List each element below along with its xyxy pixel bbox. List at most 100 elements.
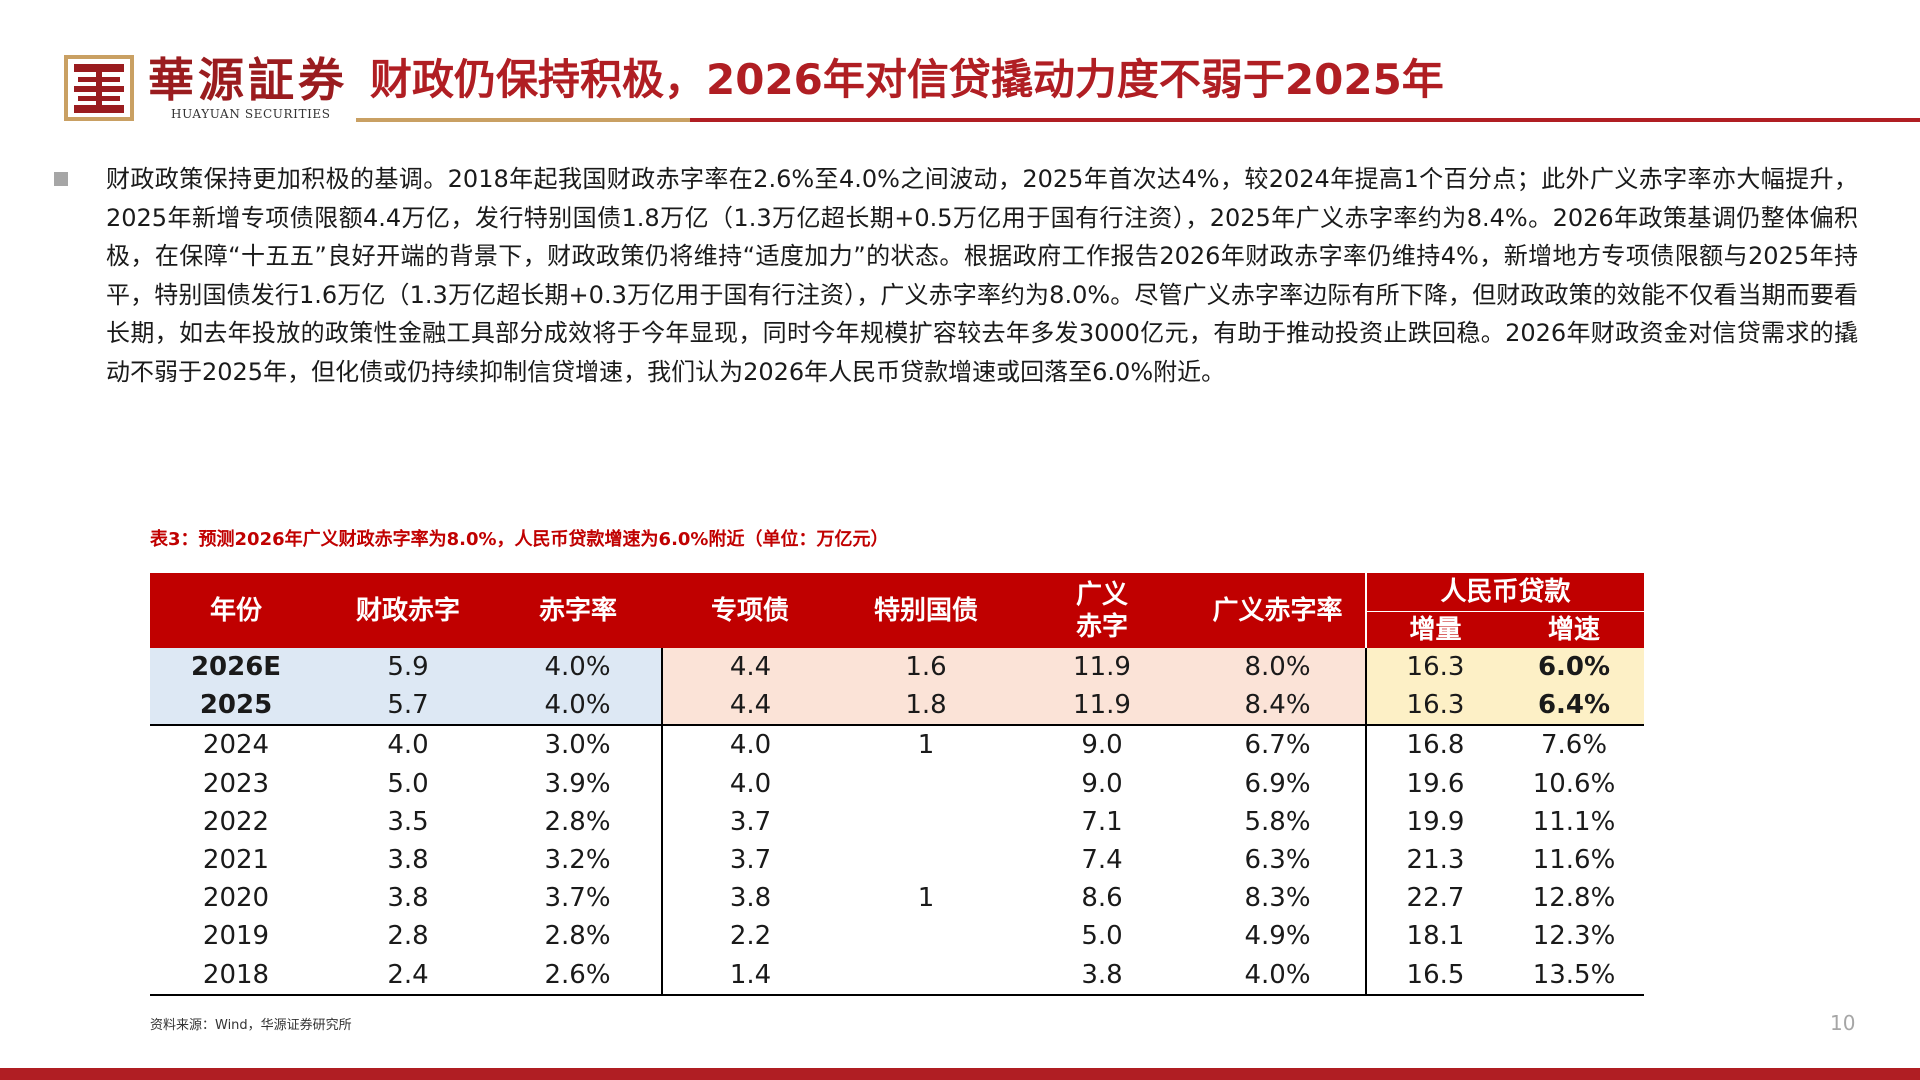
cell-special-bond: 3.7: [661, 840, 838, 880]
cell-loans-increment: 18.1: [1365, 917, 1504, 956]
cell-broad-deficit: 3.8: [1014, 955, 1190, 996]
table-row: 2022 3.5 2.8% 3.7 7.1 5.8% 19.9 11.1%: [150, 802, 1644, 841]
cell-loans-growth: 7.6%: [1504, 724, 1645, 765]
bullet-square-icon: [54, 172, 68, 186]
cell-loans-increment: 19.9: [1365, 802, 1504, 841]
cell-deficit-rate: 4.0%: [494, 648, 662, 687]
cell-year: 2025: [150, 686, 322, 726]
cell-special-bond: 4.0: [661, 724, 838, 765]
cell-loans-growth: 6.4%: [1504, 686, 1645, 726]
cell-loans-growth: 6.0%: [1504, 648, 1645, 687]
cell-broad-deficit: 5.0: [1081, 921, 1123, 952]
cell-deficit-rate: 3.9%: [544, 768, 611, 799]
cell-broad-deficit-rate: 5.8%: [1244, 806, 1311, 837]
cell-loans-growth: 12.8%: [1532, 883, 1616, 914]
cell-loans-increment: 16.5: [1365, 955, 1504, 996]
cell-loans-increment: 19.6: [1365, 764, 1504, 803]
cell-deficit: 5.9: [322, 648, 494, 687]
cell-year: 2022: [202, 806, 270, 837]
page-number: 10: [1830, 1011, 1856, 1035]
cell-special-treasury: 1.8: [838, 686, 1014, 726]
cell-special-treasury: [838, 917, 1014, 955]
cell-year: 2018: [150, 955, 322, 996]
title-rule-gold: [356, 118, 690, 122]
cell-year: 2024: [150, 724, 322, 765]
cell-loans-growth: 10.6%: [1532, 768, 1616, 799]
cell-year: 2019: [202, 921, 270, 952]
header-broad-deficit: 广义 赤字: [1014, 573, 1190, 648]
cell-year: 2020: [202, 883, 270, 914]
header-broad-deficit-line1: 广义: [1075, 579, 1128, 610]
fiscal-credit-table: 年份 财政赤字 赤字率 专项债 特别国债 广义 赤字 广义赤字率 人民币贷款 增量…: [150, 573, 1645, 996]
header-year: 年份: [150, 573, 322, 648]
header-special-treasury: 特别国债: [838, 573, 1014, 648]
table-row: 2026E 5.9 4.0% 4.4 1.6 11.9 8.0% 16.3 6.…: [150, 648, 1645, 687]
cell-broad-deficit: 8.6: [1081, 883, 1123, 914]
cell-special-bond: 3.7: [661, 802, 838, 841]
table-row: 2018 2.4 2.6% 1.4 3.8 4.0% 16.5 13.5%: [150, 955, 1645, 996]
body-paragraph: 财政政策保持更加积极的基调。2018年起我国财政赤字率在2.6%至4.0%之间波…: [106, 165, 1858, 386]
table-row: 2024 4.0 3.0% 4.0 1 9.0 6.7% 16.8 7.6%: [150, 724, 1645, 765]
cell-special-bond: 4.4: [661, 648, 838, 687]
header-broad-deficit-line2: 赤字: [1075, 611, 1128, 642]
cell-deficit: 4.0: [322, 724, 494, 765]
cell-deficit-rate: 2.8%: [544, 921, 611, 952]
header-deficit: 财政赤字: [322, 573, 494, 648]
cell-broad-deficit-rate: 8.3%: [1244, 883, 1311, 914]
cell-broad-deficit: 7.4: [1081, 845, 1123, 876]
table-row: 2025 5.7 4.0% 4.4 1.8 11.9 8.4% 16.3 6.4…: [150, 686, 1645, 726]
cell-loans-increment: 16.8: [1365, 724, 1504, 765]
cell-broad-deficit: 11.9: [1014, 686, 1190, 726]
cell-deficit-rate: 3.0%: [494, 724, 662, 765]
cell-loans-growth: 11.1%: [1532, 806, 1616, 837]
cell-deficit-rate: 2.8%: [544, 806, 611, 837]
cell-special-treasury: [838, 841, 1014, 879]
cell-year: 2023: [202, 768, 270, 799]
header-broad-deficit-rate: 广义赤字率: [1190, 573, 1366, 648]
cell-special-bond: 4.4: [661, 686, 838, 726]
cell-deficit: 3.8: [387, 845, 429, 876]
cell-loans-increment: 22.7: [1365, 879, 1504, 918]
cell-loans-growth: 13.5%: [1504, 955, 1645, 996]
footer-bar: [0, 1068, 1920, 1080]
cell-year: 2026E: [150, 648, 322, 687]
cell-special-bond: 2.2: [661, 917, 838, 956]
slide-title: 财政仍保持积极，2026年对信贷撬动力度不弱于2025年: [370, 55, 1444, 104]
cell-deficit-rate: 3.7%: [544, 883, 611, 914]
header-loans-group: 人民币贷款: [1364, 573, 1645, 612]
cell-broad-deficit: 9.0: [1014, 724, 1190, 765]
cell-special-bond: 1.4: [661, 955, 838, 996]
cell-deficit: 2.4: [322, 955, 494, 996]
cell-deficit: 2.8: [387, 921, 429, 952]
header-special-bond: 专项债: [662, 573, 838, 648]
cell-special-bond: 3.8: [661, 879, 838, 918]
cell-special-treasury: [838, 955, 1014, 996]
header-deficit-rate: 赤字率: [494, 573, 662, 648]
cell-broad-deficit-rate: 6.7%: [1190, 724, 1366, 765]
title-rule-red: [690, 118, 1920, 122]
cell-loans-growth: 11.6%: [1532, 845, 1616, 876]
cell-deficit: 5.7: [322, 686, 494, 726]
cell-loans-increment: 16.3: [1365, 686, 1504, 726]
logo-english-name: HUAYUAN SECURITIES: [171, 107, 331, 121]
source-note: 资料来源：Wind，华源证券研究所: [150, 1018, 352, 1033]
table-caption: 表3：预测2026年广义财政赤字率为8.0%，人民币贷款增速为6.0%附近（单位…: [150, 529, 889, 550]
cell-special-treasury: [838, 765, 1014, 803]
table-row: 2021 3.8 3.2% 3.7 7.4 6.3% 21.3 11.6%: [150, 840, 1644, 880]
cell-loans-growth: 12.3%: [1532, 921, 1616, 952]
cell-broad-deficit: 9.0: [1081, 768, 1123, 799]
logo-chinese-name: 華源証券: [148, 53, 348, 107]
cell-broad-deficit: 7.1: [1081, 806, 1123, 837]
cell-broad-deficit-rate: 8.4%: [1190, 686, 1366, 726]
cell-loans-increment: 21.3: [1365, 840, 1504, 880]
cell-broad-deficit-rate: 4.0%: [1190, 955, 1366, 996]
cell-deficit-rate: 3.2%: [544, 845, 611, 876]
huayuan-logo-icon: [64, 55, 134, 121]
table-row: 2020 3.8 3.7% 3.8 1 8.6 8.3% 22.7 12.8%: [150, 879, 1644, 918]
cell-year: 2021: [202, 845, 270, 876]
cell-broad-deficit-rate: 8.0%: [1190, 648, 1366, 687]
cell-broad-deficit-rate: 6.3%: [1244, 845, 1311, 876]
cell-broad-deficit-rate: 6.9%: [1244, 768, 1311, 799]
table-row: 2023 5.0 3.9% 4.0 9.0 6.9% 19.6 10.6%: [150, 764, 1644, 803]
cell-special-bond: 4.0: [661, 764, 838, 803]
